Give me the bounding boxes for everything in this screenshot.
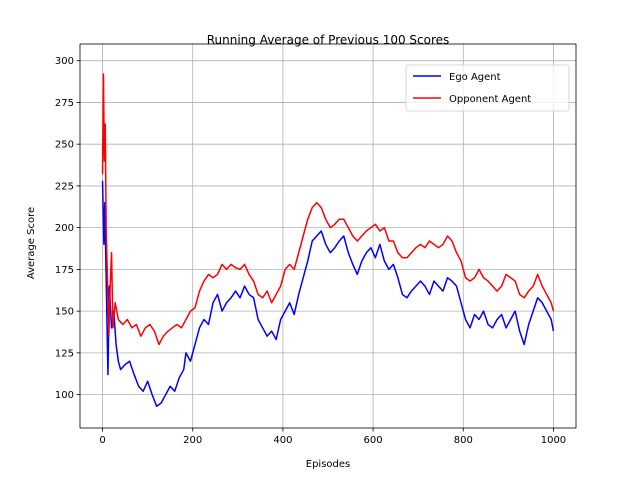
ticks: 0 200 400 600 800 1000 100 125 150 175 200 225 250 27… [55,56,566,446]
x-tick-label: 200 [183,435,202,446]
plot-area [101,73,555,408]
y-tick-label: 275 [55,98,74,109]
legend-box [405,64,570,112]
x-tick-label: 0 [99,435,105,446]
y-tick-label: 175 [55,265,74,276]
legend-label: Ego Agent [449,72,501,83]
legend: Ego Agent Opponent Agent [405,64,570,112]
y-tick-label: 250 [55,140,74,151]
y-tick-label: 300 [55,56,74,67]
x-tick-label: 800 [454,435,473,446]
chart-title: Running Average of Previous 100 Scores [207,33,450,47]
series-line [101,73,555,346]
axes-frame [79,43,577,429]
x-axis-label: Episodes [306,459,350,470]
y-tick-label: 125 [55,348,74,359]
y-axis-label: Average Score [26,207,37,279]
grid [80,44,576,428]
legend-label: Opponent Agent [449,94,531,105]
series-line [101,180,555,408]
y-tick-label: 200 [55,223,74,234]
x-tick-label: 600 [364,435,383,446]
y-tick-label: 100 [55,390,74,401]
y-tick-label: 150 [55,307,74,318]
x-tick-label: 1000 [541,435,566,446]
y-tick-label: 225 [55,181,74,192]
x-tick-label: 400 [273,435,292,446]
